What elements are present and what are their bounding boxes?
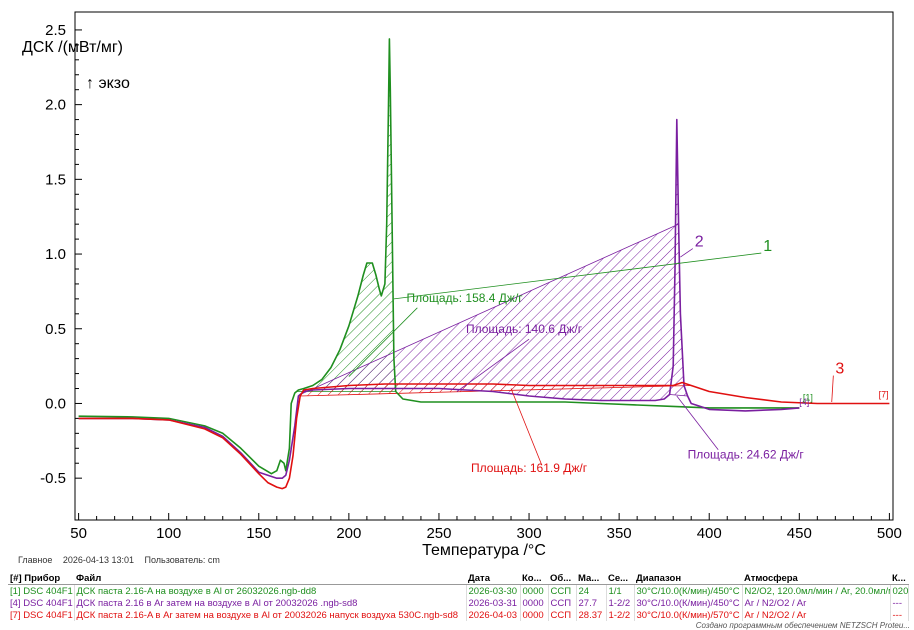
table-cell: ССП — [548, 609, 577, 621]
peak-area-2a-baseline — [300, 223, 679, 395]
table-row[interactable]: [4] DSC 404F1 ДСК паста 2.16 в Ar затем н… — [8, 597, 909, 609]
table-header-cell: Атмосфера — [742, 572, 890, 585]
table-row[interactable]: [1] DSC 404F1 ДСК паста 2.16-A на воздухе… — [8, 584, 909, 597]
table-cell: 30°C/10.0(К/мин)/570°C — [634, 609, 743, 621]
series-end-marker: [4] — [799, 397, 809, 407]
table-cell: 0000 — [520, 584, 549, 597]
footer-main-label: Главное — [18, 555, 53, 565]
table-cell: 24 — [576, 584, 607, 597]
peak-area-2b-baseline — [669, 394, 688, 397]
series-2-leader — [680, 248, 694, 258]
x-tick-label: 300 — [517, 525, 542, 542]
table-body: [1] DSC 404F1 ДСК паста 2.16-A на воздухе… — [8, 584, 909, 621]
table-cell: ДСК паста 2.16-A в Ar затем на воздухе в… — [74, 609, 467, 621]
table-cell: --- — [890, 597, 909, 609]
area-annotation: Площадь: 161.9 Дж/г — [471, 461, 588, 475]
table-row[interactable]: [7] DSC 404F1 ДСК паста 2.16-A в Ar затем… — [8, 609, 909, 621]
table-header-row: [#] Прибор Файл Дата Ко... Об... Ма... Се... Ди… — [8, 572, 908, 585]
table-cell: 2026-04-03 — [466, 609, 521, 621]
area-annotation: Площадь: 140.6 Дж/г — [466, 322, 583, 336]
area-annotation-leader — [676, 395, 719, 451]
series-3-label: 3 — [835, 361, 844, 378]
x-tick-label: 400 — [697, 525, 722, 542]
table-cell: 1/1 — [606, 584, 635, 597]
area-annotation-leader — [348, 307, 418, 377]
series-1-curve — [78, 38, 800, 475]
measurement-table: [#] Прибор Файл Дата Ко... Об... Ма... Се... Ди… — [8, 572, 909, 621]
table-cell: 27.7 — [576, 597, 607, 609]
x-tick-label: 500 — [877, 525, 902, 542]
y-tick-label: 0.5 — [45, 321, 66, 338]
y-tick-label: 0.0 — [45, 395, 66, 412]
table-cell: 0000 — [520, 609, 549, 621]
table-cell: 1-2/2 — [606, 609, 635, 621]
area-annotation-leader — [510, 388, 543, 465]
dsc-chart: ДСК /(мВт/мг) ↑ экзо Температура /°C -0.5 0.… — [22, 11, 902, 559]
table-header-cell: Об... — [548, 572, 576, 585]
table-cell: Ar / N2/O2 / Ar — [742, 597, 891, 609]
footer-meta: Главное 2026-04-13 13:01 Пользователь: c… — [18, 555, 228, 565]
table-cell: --- — [890, 609, 909, 621]
table-cell: Ar / N2/O2 / Ar — [742, 609, 891, 621]
y-tick-label: 2.0 — [45, 97, 66, 114]
x-tick-label: 250 — [426, 525, 451, 542]
x-tick-label: 200 — [336, 525, 361, 542]
series-3-curve — [78, 381, 890, 490]
table-header-cell: Файл — [74, 572, 466, 585]
table-cell: [4] DSC 404F1 — [8, 597, 75, 609]
peak-area-2a — [300, 119, 679, 401]
x-tick-label: 450 — [787, 525, 812, 542]
y-tick-label: 1.5 — [45, 171, 66, 188]
series-1-label: 1 — [763, 238, 772, 255]
table-cell: 0000 — [520, 597, 549, 609]
table-header-cell: Се... — [606, 572, 634, 585]
x-tick-label: 150 — [246, 525, 271, 542]
series-1-leader — [393, 252, 762, 300]
table-cell: N2/O2, 120.0мл/мин / Ar, 20.0мл/мин — [742, 584, 891, 597]
x-tick-label: 100 — [156, 525, 181, 542]
series-2-label: 2 — [695, 234, 704, 251]
y-tick-label: 2.5 — [45, 22, 66, 39]
peak-area-3-baseline — [300, 385, 692, 397]
footer-datetime: 2026-04-13 13:01 — [62, 555, 134, 565]
area-annotation: Площадь: 158.4 Дж/г — [407, 291, 524, 305]
peak-area-1 — [296, 38, 396, 392]
table-cell: 020 — [890, 584, 909, 597]
table-header-cell: Ма... — [576, 572, 606, 585]
area-annotation: Площадь: 24.62 Дж/г — [688, 448, 805, 462]
table-header-cell: [#] Прибор — [8, 572, 74, 585]
table-cell: ДСК паста 2.16-A на воздухе в Al от 2603… — [74, 584, 467, 597]
table-cell: [1] DSC 404F1 — [8, 584, 75, 597]
plot-frame — [74, 11, 894, 521]
table-cell: 2026-03-31 — [466, 597, 521, 609]
table-header-cell: К... — [890, 572, 908, 585]
series-3-leader — [831, 375, 834, 402]
table-cell: 1-2/2 — [606, 597, 635, 609]
series-end-marker: [7] — [879, 389, 889, 399]
x-axis-title: Температура /°C — [422, 542, 546, 559]
area-annotation-leader — [456, 338, 530, 392]
table-header-cell: Диапазон — [634, 572, 742, 585]
table-header-cell: Ко... — [520, 572, 548, 585]
y-tick-label: -0.5 — [40, 470, 66, 487]
table-cell: 30°C/10.0(К/мин)/450°C — [634, 584, 743, 597]
x-tick-label: 50 — [70, 525, 87, 542]
table-cell: 2026-03-30 — [466, 584, 521, 597]
series-2-curve — [78, 118, 800, 479]
table-cell: ССП — [548, 597, 577, 609]
table-cell: 28.37 — [576, 609, 607, 621]
x-tick-label: 350 — [607, 525, 632, 542]
table-header-cell: Дата — [466, 572, 520, 585]
table-cell: [7] DSC 404F1 — [8, 609, 75, 621]
table-cell: 30°C/10.0(К/мин)/450°C — [634, 597, 743, 609]
y-tick-label: 1.0 — [45, 246, 66, 263]
table-cell: ДСК паста 2.16 в Ar затем на воздухе в A… — [74, 597, 467, 609]
footer-user: Пользователь: cm — [144, 555, 220, 565]
software-credit: Создано программным обеспечением NETZSCH… — [695, 621, 910, 630]
y-axis-title: ДСК /(мВт/мг) — [22, 39, 123, 56]
exo-label: ↑ экзо — [86, 75, 130, 92]
series-end-marker: [1] — [803, 392, 813, 402]
table-cell: ССП — [548, 584, 577, 597]
